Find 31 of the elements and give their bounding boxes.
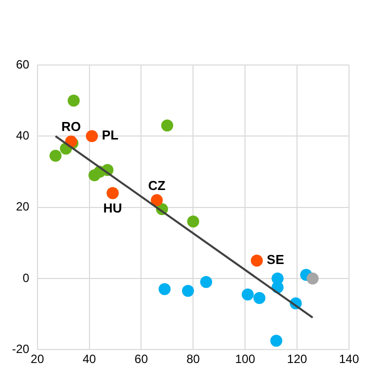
point: [86, 130, 98, 142]
x-tick-label: 60: [134, 352, 148, 366]
annotation: SE: [266, 252, 284, 268]
point: [187, 216, 200, 228]
y-tick-label: 0: [22, 270, 30, 285]
x-tick-label: 120: [287, 352, 308, 366]
annotation: HU: [103, 200, 122, 216]
point: [306, 272, 319, 284]
x-tick-label: 100: [235, 352, 256, 366]
annotation: RO: [61, 119, 81, 134]
y-tick-label: 20: [16, 200, 30, 214]
point: [50, 150, 62, 162]
point: [150, 194, 163, 206]
x-tick-label: 80: [186, 352, 200, 366]
point: [200, 276, 212, 288]
y-tick-label: 40: [16, 128, 30, 142]
point: [242, 288, 254, 300]
point: [158, 283, 171, 296]
point: [270, 334, 282, 347]
annotation: PL: [102, 128, 119, 143]
x-tick-label: 140: [338, 352, 360, 366]
point: [253, 292, 266, 304]
point: [161, 119, 174, 132]
y-tick-label: 60: [16, 57, 30, 72]
point: [250, 254, 263, 267]
annotation: CZ: [148, 178, 166, 193]
x-tick-label: 40: [82, 352, 96, 366]
point: [182, 284, 194, 297]
x-tick-label: 20: [30, 352, 44, 366]
point: [68, 94, 80, 107]
y-tick-label: -20: [12, 342, 30, 356]
